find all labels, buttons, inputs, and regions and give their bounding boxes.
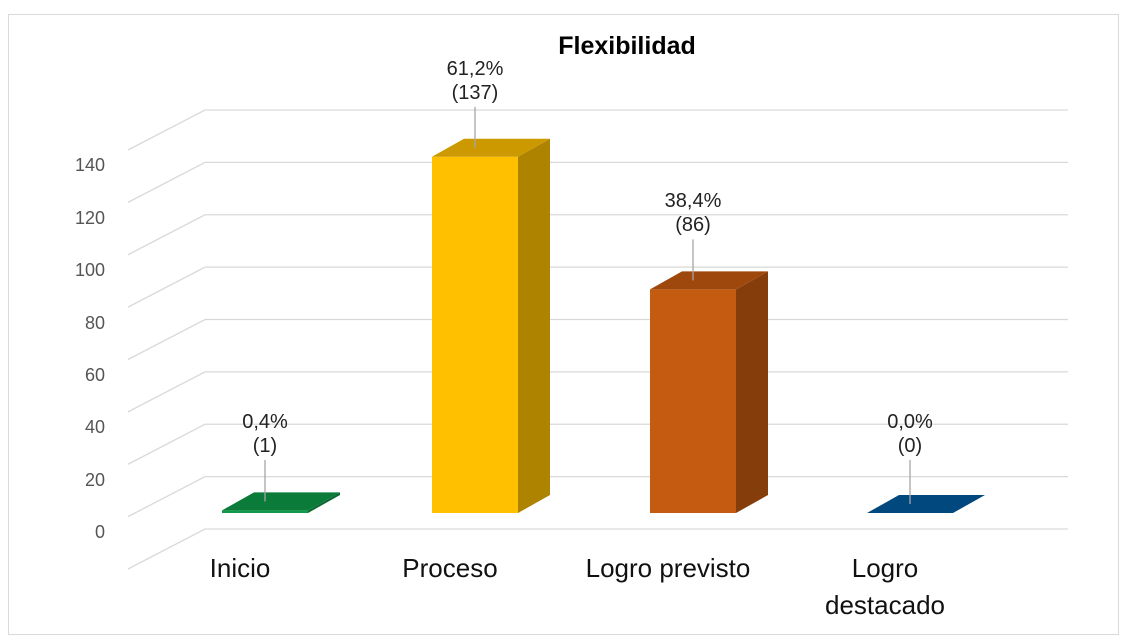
y-tick-label: 0 xyxy=(94,522,105,542)
y-tick-label: 120 xyxy=(74,207,105,228)
y-tick-label: 80 xyxy=(84,312,105,333)
bar-top xyxy=(867,495,985,513)
x-tick-label: Logro previsto xyxy=(585,553,751,583)
bar xyxy=(432,156,518,514)
y-tick-label: 20 xyxy=(84,469,105,490)
x-tick-label: Proceso xyxy=(402,553,498,583)
grid-line xyxy=(127,266,1068,308)
y-tick-label: 60 xyxy=(84,364,105,385)
grid-line xyxy=(127,371,1068,413)
grid-line xyxy=(127,475,1068,518)
bar-side xyxy=(308,492,340,513)
grid-line xyxy=(127,161,1068,203)
bar-top xyxy=(222,492,340,511)
frame xyxy=(8,14,1119,635)
y-tick-label: 40 xyxy=(84,417,105,438)
grid-line xyxy=(127,318,1068,361)
bar-side xyxy=(736,271,768,513)
data-label: 0,4% (1) xyxy=(242,411,288,457)
grid-line xyxy=(127,109,1068,151)
grid-line xyxy=(127,423,1068,465)
data-label: 38,4% (86) xyxy=(664,190,722,237)
data-label: 61,2% (137) xyxy=(446,57,504,104)
y-tick-label: 140 xyxy=(74,155,105,176)
x-tick-label: Logro destacado xyxy=(825,553,945,620)
bar xyxy=(222,510,308,513)
bar xyxy=(650,289,736,513)
grid-line xyxy=(127,214,1068,256)
chart-title: Flexibilidad xyxy=(558,32,696,60)
data-label: 0,0% (0) xyxy=(887,411,933,457)
bar-side xyxy=(518,138,550,514)
x-tick-label: Inicio xyxy=(209,553,271,583)
bar-top xyxy=(650,271,768,290)
y-tick-label: 100 xyxy=(74,260,105,281)
bar-top xyxy=(432,138,550,157)
grid-line xyxy=(127,528,1068,570)
